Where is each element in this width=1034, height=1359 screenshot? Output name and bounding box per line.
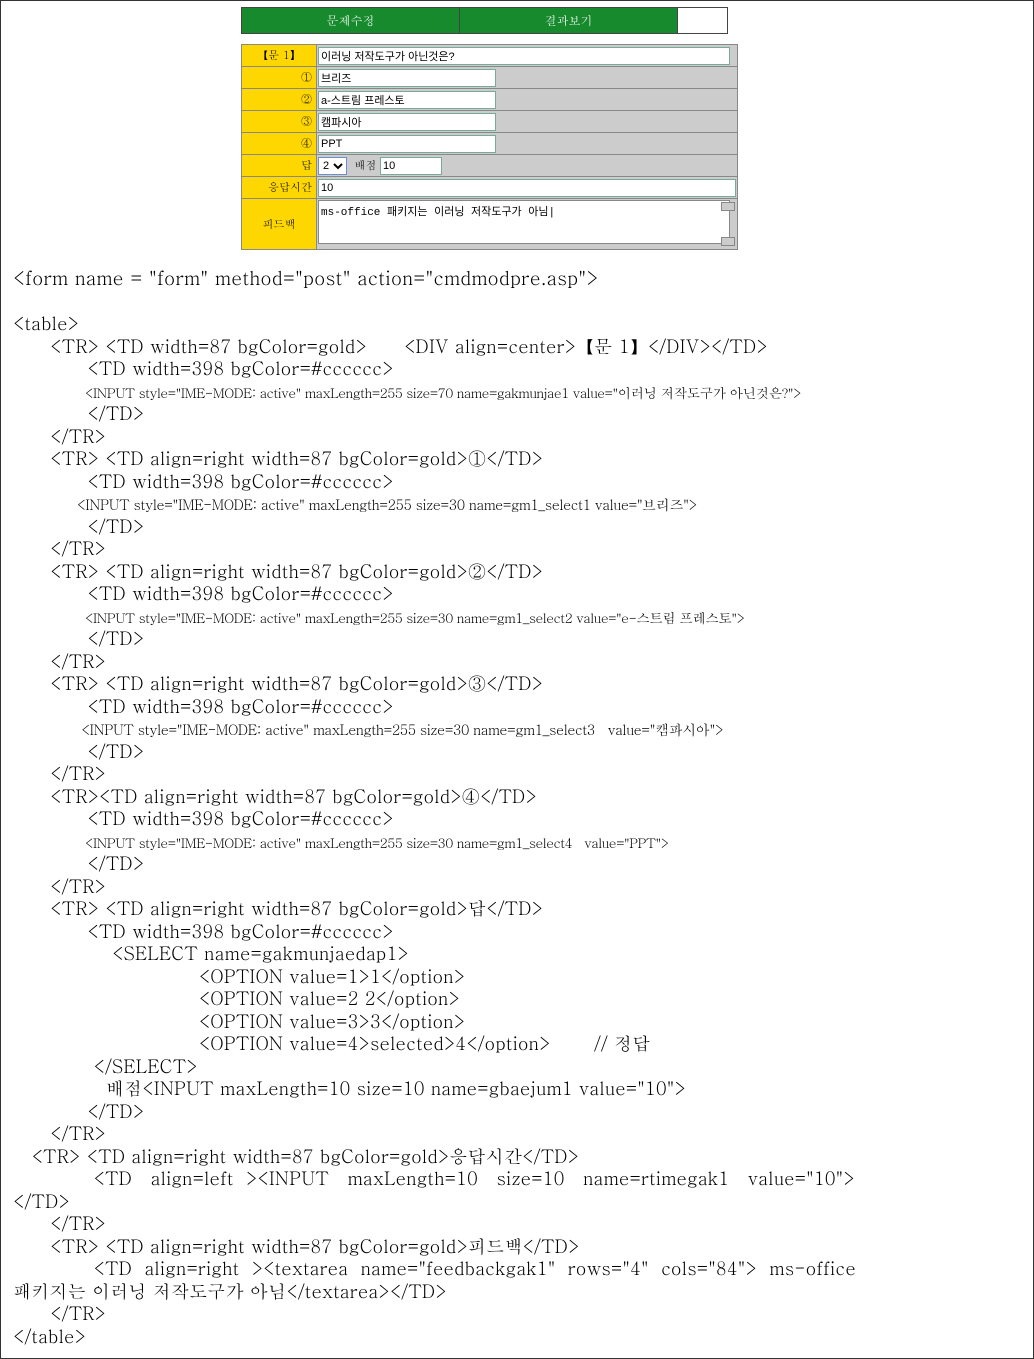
row-question: 【문 1】 <box>242 45 738 67</box>
code-line: </TR> <box>13 874 106 899</box>
row-time: 응답시간 <box>242 177 738 199</box>
code-line: <TR><TD align=right width=87 bgColor=gol… <box>13 784 537 809</box>
code-line: </TR> <box>13 536 106 561</box>
textarea-feedback[interactable]: ms-office 패키지는 이러닝 저작도구가 아님| <box>318 200 730 244</box>
code-line: <TD width=398 bgColor=#cccccc> <box>13 581 394 606</box>
label-feedback: 피드백 <box>242 199 317 250</box>
input-opt-2[interactable] <box>318 91 496 109</box>
label-time: 응답시간 <box>242 177 317 199</box>
code-line: </TR> <box>13 1301 106 1326</box>
scroll-up-icon[interactable] <box>721 202 735 211</box>
label-answer: 답 <box>242 155 317 177</box>
code-line: <TR> <TD align=right width=87 bgColor=go… <box>13 671 543 696</box>
code-line: <SELECT name=gakmunjaedap1> <box>13 941 409 966</box>
row-opt-2: ② <box>242 89 738 111</box>
code-line: <INPUT style="IME-MODE: active" maxLengt… <box>13 719 723 739</box>
row-opt-3: ③ <box>242 111 738 133</box>
code-line: </TD> <box>13 1189 70 1214</box>
page-frame: 문제수정 결과보기 【문 1】 ① ② ③ <box>0 0 1034 1359</box>
input-opt-3[interactable] <box>318 113 496 131</box>
code-line: 배점<INPUT maxLength=10 size=10 name=gbaej… <box>13 1076 686 1101</box>
code-line: </TR> <box>13 761 106 786</box>
label-question: 【문 1】 <box>242 45 317 67</box>
code-line: </TR> <box>13 424 106 449</box>
question-table: 【문 1】 ① ② ③ ④ 답 <box>241 44 738 250</box>
code-line: </TR> <box>13 1121 106 1146</box>
input-score[interactable] <box>380 157 442 175</box>
row-opt-4: ④ <box>242 133 738 155</box>
code-line: <INPUT style="IME-MODE: active" maxLengt… <box>13 833 669 852</box>
code-line: </table> <box>13 1324 86 1349</box>
label-opt-1: ① <box>242 67 317 89</box>
label-opt-3: ③ <box>242 111 317 133</box>
code-line: </TD> <box>13 401 144 426</box>
code-line: </TD> <box>13 1099 144 1124</box>
code-line: <TR> <TD align=right width=87 bgColor=go… <box>13 896 543 921</box>
code-line: </TD> <box>13 514 144 539</box>
code-line: </TD> <box>13 626 144 651</box>
row-feedback: 피드백 ms-office 패키지는 이러닝 저작도구가 아님| <box>242 199 738 250</box>
code-line: </TD> <box>13 851 144 876</box>
label-opt-2: ② <box>242 89 317 111</box>
code-line: <OPTION value=2 2</option> <box>13 986 460 1011</box>
label-opt-4: ④ <box>242 133 317 155</box>
code-line: <TD width=398 bgColor=#cccccc> <box>13 919 394 944</box>
row-opt-1: ① <box>242 67 738 89</box>
field-question <box>317 45 738 67</box>
code-line: <TD align=right ><textarea name="feedbac… <box>13 1256 856 1281</box>
label-score: 배점 <box>354 158 376 173</box>
row-answer: 답 2 배점 <box>242 155 738 177</box>
tab-edit[interactable]: 문제수정 <box>242 8 460 34</box>
tab-results[interactable]: 결과보기 <box>460 8 678 34</box>
code-line: <table> <box>13 311 79 336</box>
tab-bar: 문제수정 결과보기 <box>241 7 728 34</box>
code-line: <TR> <TD align=right width=87 bgColor=go… <box>13 1144 579 1169</box>
code-line: <TR> <TD align=right width=87 bgColor=go… <box>13 446 543 471</box>
code-line: <TD width=398 bgColor=#cccccc> <box>13 469 394 494</box>
code-line: <TD width=398 bgColor=#cccccc> <box>13 356 394 381</box>
code-line: <INPUT style="IME-MODE: active" maxLengt… <box>13 608 744 627</box>
tab-blank <box>678 8 728 34</box>
input-opt-4[interactable] <box>318 135 496 153</box>
code-line: <TR> <TD align=right width=87 bgColor=go… <box>13 559 543 584</box>
code-line: 패키지는 이러닝 저작도구가 아님</textarea></TD> <box>13 1279 447 1304</box>
scroll-down-icon[interactable] <box>721 237 735 246</box>
code-line: <OPTION value=3>3</option> <box>13 1009 465 1034</box>
input-question[interactable] <box>318 47 730 65</box>
code-line: <TR> <TD width=87 bgColor=gold> <DIV ali… <box>13 334 768 359</box>
code-line: <OPTION value=4>selected>4</option> // 정… <box>13 1031 650 1056</box>
code-line: </TD> <box>13 739 144 764</box>
code-line: <TD width=398 bgColor=#cccccc> <box>13 694 394 719</box>
code-line: <TR> <TD align=right width=87 bgColor=go… <box>13 1234 580 1259</box>
code-line: <TD align=left ><INPUT maxLength=10 size… <box>13 1166 855 1191</box>
code-line: <INPUT style="IME-MODE: active" maxLengt… <box>13 383 801 402</box>
code-line: <TD width=398 bgColor=#cccccc> <box>13 806 394 831</box>
code-line: <OPTION value=1>1</option> <box>13 964 465 989</box>
code-line: <form name = "form" method="post" action… <box>13 264 599 291</box>
code-line: </SELECT> <box>13 1054 198 1079</box>
code-listing: <form name = "form" method="post" action… <box>1 260 1033 1358</box>
input-opt-1[interactable] <box>318 69 496 87</box>
code-line: <INPUT style="IME-MODE: active" maxLengt… <box>13 494 697 514</box>
select-answer[interactable]: 2 <box>318 157 347 175</box>
form-preview: 문제수정 결과보기 【문 1】 ① ② ③ <box>1 1 1033 260</box>
code-line: </TR> <box>13 649 106 674</box>
input-time[interactable] <box>318 179 736 197</box>
code-line: </TR> <box>13 1211 106 1236</box>
